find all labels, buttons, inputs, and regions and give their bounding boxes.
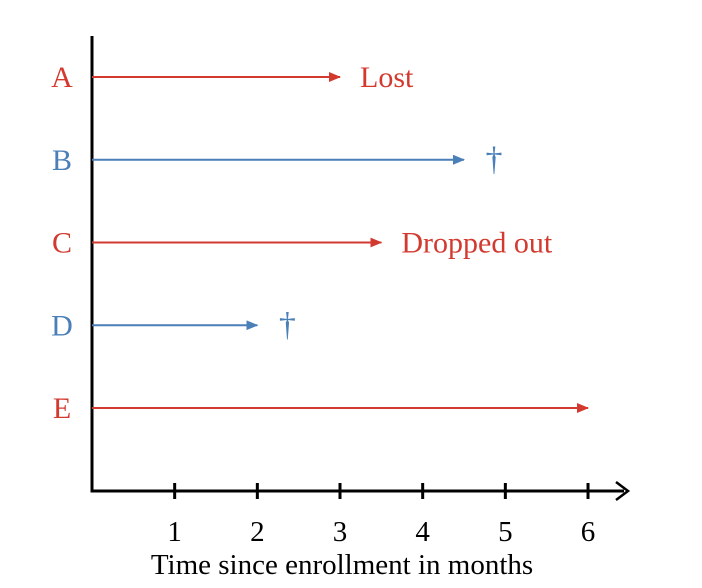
subject-label-b: B bbox=[52, 144, 72, 177]
x-tick-labels: 1 2 3 4 5 6 bbox=[167, 516, 595, 548]
x-tick-label-4: 4 bbox=[415, 516, 430, 548]
annotation-a: Lost bbox=[360, 61, 414, 94]
annotation-c: Dropped out bbox=[401, 227, 552, 260]
death-marker-d: † bbox=[279, 306, 296, 343]
x-axis-label: Time since enrollment in months bbox=[151, 549, 533, 581]
x-tick-label-5: 5 bbox=[498, 516, 513, 548]
subject-rows: A Lost B † C Dropped out D † E bbox=[51, 61, 590, 425]
x-ticks bbox=[173, 483, 590, 499]
subject-label-c: C bbox=[52, 227, 72, 260]
x-tick-label-6: 6 bbox=[581, 516, 596, 548]
x-tick-label-3: 3 bbox=[333, 516, 348, 548]
x-tick-label-2: 2 bbox=[250, 516, 265, 548]
subject-label-e: E bbox=[53, 392, 71, 425]
x-axis-arrowhead bbox=[615, 481, 631, 501]
x-tick-label-1: 1 bbox=[167, 516, 182, 548]
subject-label-d: D bbox=[51, 309, 73, 342]
subject-label-a: A bbox=[51, 61, 73, 94]
death-marker-b: † bbox=[486, 141, 503, 178]
